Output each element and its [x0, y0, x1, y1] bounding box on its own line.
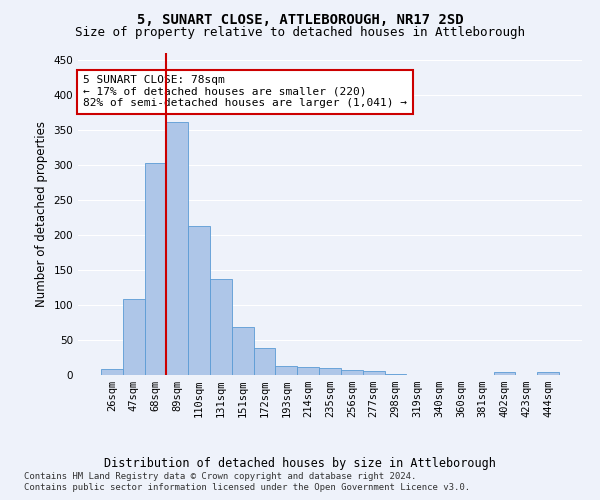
Bar — [341, 370, 363, 375]
Bar — [123, 300, 145, 375]
Bar — [232, 326, 254, 375]
Text: Size of property relative to detached houses in Attleborough: Size of property relative to detached ho… — [75, 26, 525, 39]
Bar — [166, 122, 188, 375]
Text: 5 SUNART CLOSE: 78sqm
← 17% of detached houses are smaller (220)
82% of semi-det: 5 SUNART CLOSE: 78sqm ← 17% of detached … — [83, 75, 407, 108]
Bar — [385, 374, 406, 375]
Bar — [188, 226, 210, 375]
Bar — [319, 368, 341, 375]
Bar — [363, 372, 385, 375]
Bar — [145, 164, 166, 375]
Text: 5, SUNART CLOSE, ATTLEBOROUGH, NR17 2SD: 5, SUNART CLOSE, ATTLEBOROUGH, NR17 2SD — [137, 12, 463, 26]
Bar — [275, 366, 297, 375]
Bar — [297, 368, 319, 375]
Bar — [101, 368, 123, 375]
Bar — [210, 279, 232, 375]
Bar — [254, 348, 275, 375]
Bar — [537, 372, 559, 375]
Text: Distribution of detached houses by size in Attleborough: Distribution of detached houses by size … — [104, 458, 496, 470]
Text: Contains public sector information licensed under the Open Government Licence v3: Contains public sector information licen… — [24, 484, 470, 492]
Y-axis label: Number of detached properties: Number of detached properties — [35, 120, 48, 306]
Bar — [494, 372, 515, 375]
Text: Contains HM Land Registry data © Crown copyright and database right 2024.: Contains HM Land Registry data © Crown c… — [24, 472, 416, 481]
